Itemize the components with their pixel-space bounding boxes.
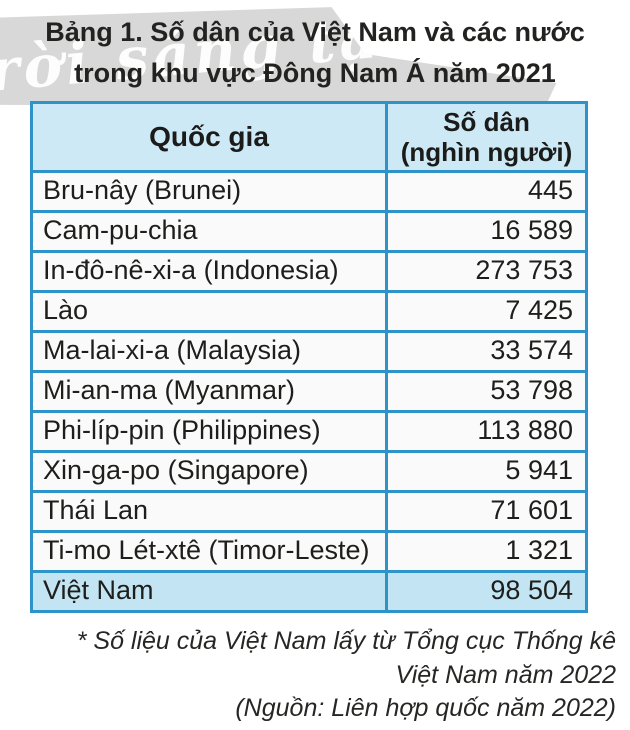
population-cell: 445 (385, 170, 588, 213)
population-cell: 113 880 (385, 410, 588, 453)
population-cell: 53 798 (385, 370, 588, 413)
population-header-line-2: (nghìn người) (400, 137, 573, 167)
country-cell: Cam-pu-chia (30, 210, 388, 253)
page-title-line-2: trong khu vực Đông Nam Á năm 2021 (74, 58, 556, 88)
country-column-header: Quốc gia (30, 101, 388, 173)
table-row: Bru-nây (Brunei) 445 (30, 170, 588, 213)
country-cell: In-đô-nê-xi-a (Indonesia) (30, 250, 388, 293)
table-row: Cam-pu-chia 16 589 (30, 210, 588, 253)
population-cell: 5 941 (385, 450, 588, 493)
population-cell: 16 589 (385, 210, 588, 253)
country-cell: Thái Lan (30, 490, 388, 533)
page-title-line-1: Bảng 1. Số dân của Việt Nam và các nước (45, 17, 585, 47)
population-cell: 71 601 (385, 490, 588, 533)
table-row: Mi-an-ma (Myanmar) 53 798 (30, 370, 588, 413)
population-cell: 273 753 (385, 250, 588, 293)
population-column-header: Số dân (nghìn người) (385, 101, 588, 173)
table-row: Phi-líp-pin (Philippines) 113 880 (30, 410, 588, 453)
table-row-vietnam: Việt Nam 98 504 (30, 570, 588, 613)
country-cell: Bru-nây (Brunei) (30, 170, 388, 213)
page-title: Bảng 1. Số dân của Việt Nam và các nước … (0, 12, 630, 94)
population-header-line-1: Số dân (443, 107, 530, 137)
country-cell: Xin-ga-po (Singapore) (30, 450, 388, 493)
population-cell: 98 504 (385, 570, 588, 613)
country-cell: Mi-an-ma (Myanmar) (30, 370, 388, 413)
population-cell: 1 321 (385, 530, 588, 573)
population-table: Quốc gia Số dân (nghìn người) Bru-nây (B… (30, 101, 588, 613)
country-cell: Phi-líp-pin (Philippines) (30, 410, 388, 453)
country-cell: Lào (30, 290, 388, 333)
table-row: Xin-ga-po (Singapore) 5 941 (30, 450, 588, 493)
table-header-row: Quốc gia Số dân (nghìn người) (30, 101, 588, 173)
country-cell: Ti-mo Lét-xtê (Timor-Leste) (30, 530, 388, 573)
country-cell: Việt Nam (30, 570, 388, 613)
country-cell: Ma-lai-xi-a (Malaysia) (30, 330, 388, 373)
population-cell: 33 574 (385, 330, 588, 373)
footnote-line-2: Việt Nam năm 2022 (395, 661, 617, 689)
footnote-line-1: * Số liệu của Việt Nam lấy từ Tổng cục T… (76, 627, 616, 655)
table-row: Thái Lan 71 601 (30, 490, 588, 533)
footnote-note: * Số liệu của Việt Nam lấy từ Tổng cục T… (20, 624, 616, 692)
population-cell: 7 425 (385, 290, 588, 333)
source-note: (Nguồn: Liên hợp quốc năm 2022) (235, 694, 616, 722)
table-row: Lào 7 425 (30, 290, 588, 333)
table-row: In-đô-nê-xi-a (Indonesia) 273 753 (30, 250, 588, 293)
table-row: Ti-mo Lét-xtê (Timor-Leste) 1 321 (30, 530, 588, 573)
table-row: Ma-lai-xi-a (Malaysia) 33 574 (30, 330, 588, 373)
